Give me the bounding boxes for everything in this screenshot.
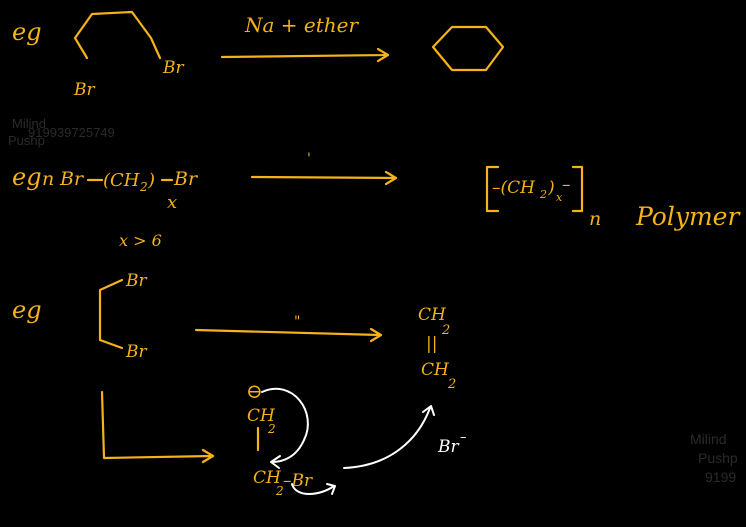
example3-product-sub-top: 2 — [441, 323, 450, 338]
example2-condition: x > 6 — [119, 231, 162, 250]
example3-mech-ch-bottom: CH — [253, 468, 282, 488]
example3-mechanism-arrow — [100, 390, 215, 464]
example2-reagent-mark: ' — [307, 151, 311, 167]
example3-br-bottom: Br — [125, 342, 147, 362]
example2-chain-close: ) — [147, 170, 155, 191]
watermark-right-phone: 9199 — [705, 469, 736, 485]
example2-product-label: Polymer — [635, 202, 741, 231]
example3-eg-label: eg — [12, 296, 42, 324]
example2-product-inner: –(CH — [492, 178, 536, 198]
example2-n: n — [42, 168, 54, 190]
example1-eg-label: eg — [12, 18, 42, 46]
example1-reagent: Na + ether — [244, 13, 359, 37]
example2-eg-label: eg — [12, 163, 42, 191]
example2-product-sub2: 2 — [539, 188, 547, 201]
example3-carbanion-charge: ⊖ — [246, 379, 263, 403]
example1-br-bottom: Br — [73, 80, 95, 100]
example3-product-ch-bottom: CH — [421, 360, 450, 380]
example3-br-top: Br — [125, 271, 147, 291]
example2-chain-open: (CH — [103, 170, 140, 191]
watermark-name-first: Milind — [12, 116, 46, 131]
example3-mech-br: –Br — [283, 471, 313, 491]
watermark-name-last: Pushp — [8, 133, 45, 148]
example3-mech-sub-bottom: 2 — [275, 484, 284, 498]
example3-mech-ch-top: CH — [247, 406, 276, 426]
example3-chain — [98, 278, 124, 350]
example2-product-n: n — [589, 208, 601, 230]
example1-cyclohexane — [431, 25, 505, 72]
leaving-group-br: Br — [437, 437, 459, 457]
example2-product-x: x — [556, 191, 563, 204]
curved-arrow-bond-to-br — [291, 483, 336, 495]
example2-br-left: Br — [59, 168, 85, 190]
example2-chain-sub2: 2 — [139, 180, 148, 194]
curved-arrow-to-product — [343, 405, 435, 469]
example3-arrow — [194, 327, 383, 343]
example3-product-ch-top: CH — [418, 305, 447, 325]
watermark-phone-full: 919939725749 — [28, 125, 115, 140]
example2-product-close: ) — [547, 178, 555, 198]
leaving-group-charge: – — [460, 430, 467, 445]
example1-br-top: Br — [162, 58, 184, 78]
watermark-right-last: Pushp — [698, 450, 738, 466]
example3-product-bond: || — [426, 334, 437, 354]
example2-bracket-right — [571, 165, 584, 213]
example1-dibromide-chain — [73, 10, 162, 60]
example2-bracket-left — [485, 165, 500, 213]
example2-x-subscript: x — [167, 192, 177, 213]
example2-product-dash: – — [562, 175, 571, 195]
watermark-right-first: Milind — [690, 431, 727, 447]
example3-product-sub-bottom: 2 — [447, 377, 456, 392]
example2-br-right: Br — [173, 168, 199, 190]
example3-mech-sub-top: 2 — [267, 422, 276, 436]
example3-reagent-mark: " — [294, 314, 300, 330]
example1-arrow — [220, 47, 390, 63]
curved-arrow-carbanion — [261, 387, 309, 469]
example2-arrow — [250, 170, 398, 186]
